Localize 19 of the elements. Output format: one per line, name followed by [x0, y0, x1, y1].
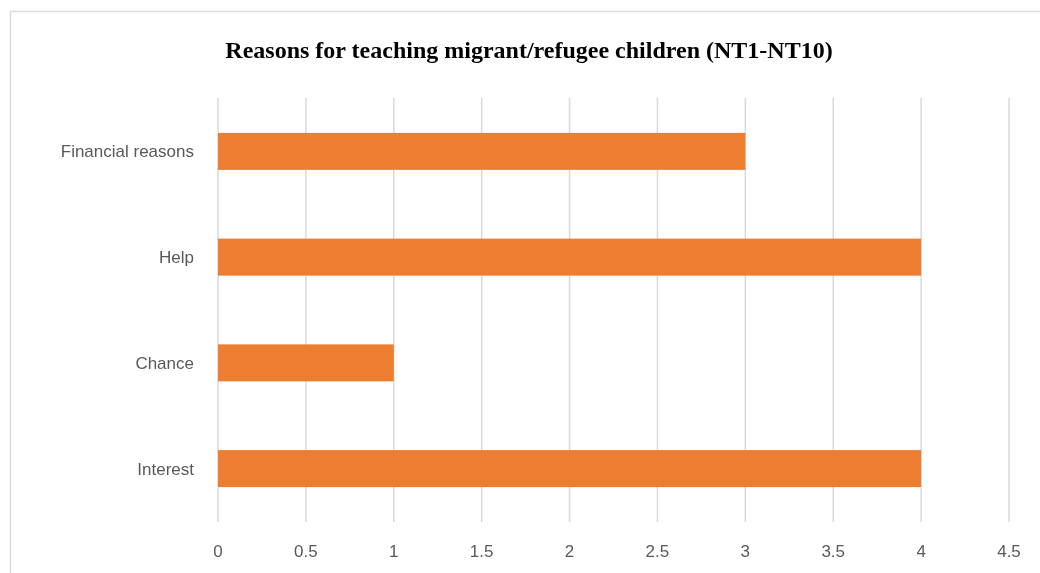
bar [218, 344, 394, 382]
x-tick-label: 0.5 [294, 542, 318, 561]
x-tick-label: 1.5 [469, 542, 494, 561]
x-tick-label: 4.5 [997, 542, 1021, 561]
x-tick-label: 0 [213, 542, 223, 561]
x-tick-label: 3.5 [821, 542, 846, 561]
y-tick-label: Help [159, 248, 194, 268]
chart-title: Reasons for teaching migrant/refugee children (NT1-NT10) [225, 37, 833, 63]
x-tick-label: 1 [389, 542, 399, 561]
y-tick-label: Interest [137, 459, 195, 479]
bar [218, 450, 922, 488]
x-tick-label: 2.5 [645, 542, 670, 561]
bar [218, 132, 746, 170]
y-tick-label: Chance [135, 353, 194, 373]
bar [218, 238, 922, 276]
x-tick-label: 4 [916, 542, 926, 561]
x-tick-label: 2 [564, 542, 575, 561]
x-tick-label: 3 [740, 542, 751, 561]
y-tick-label: Financial reasons [60, 142, 194, 162]
